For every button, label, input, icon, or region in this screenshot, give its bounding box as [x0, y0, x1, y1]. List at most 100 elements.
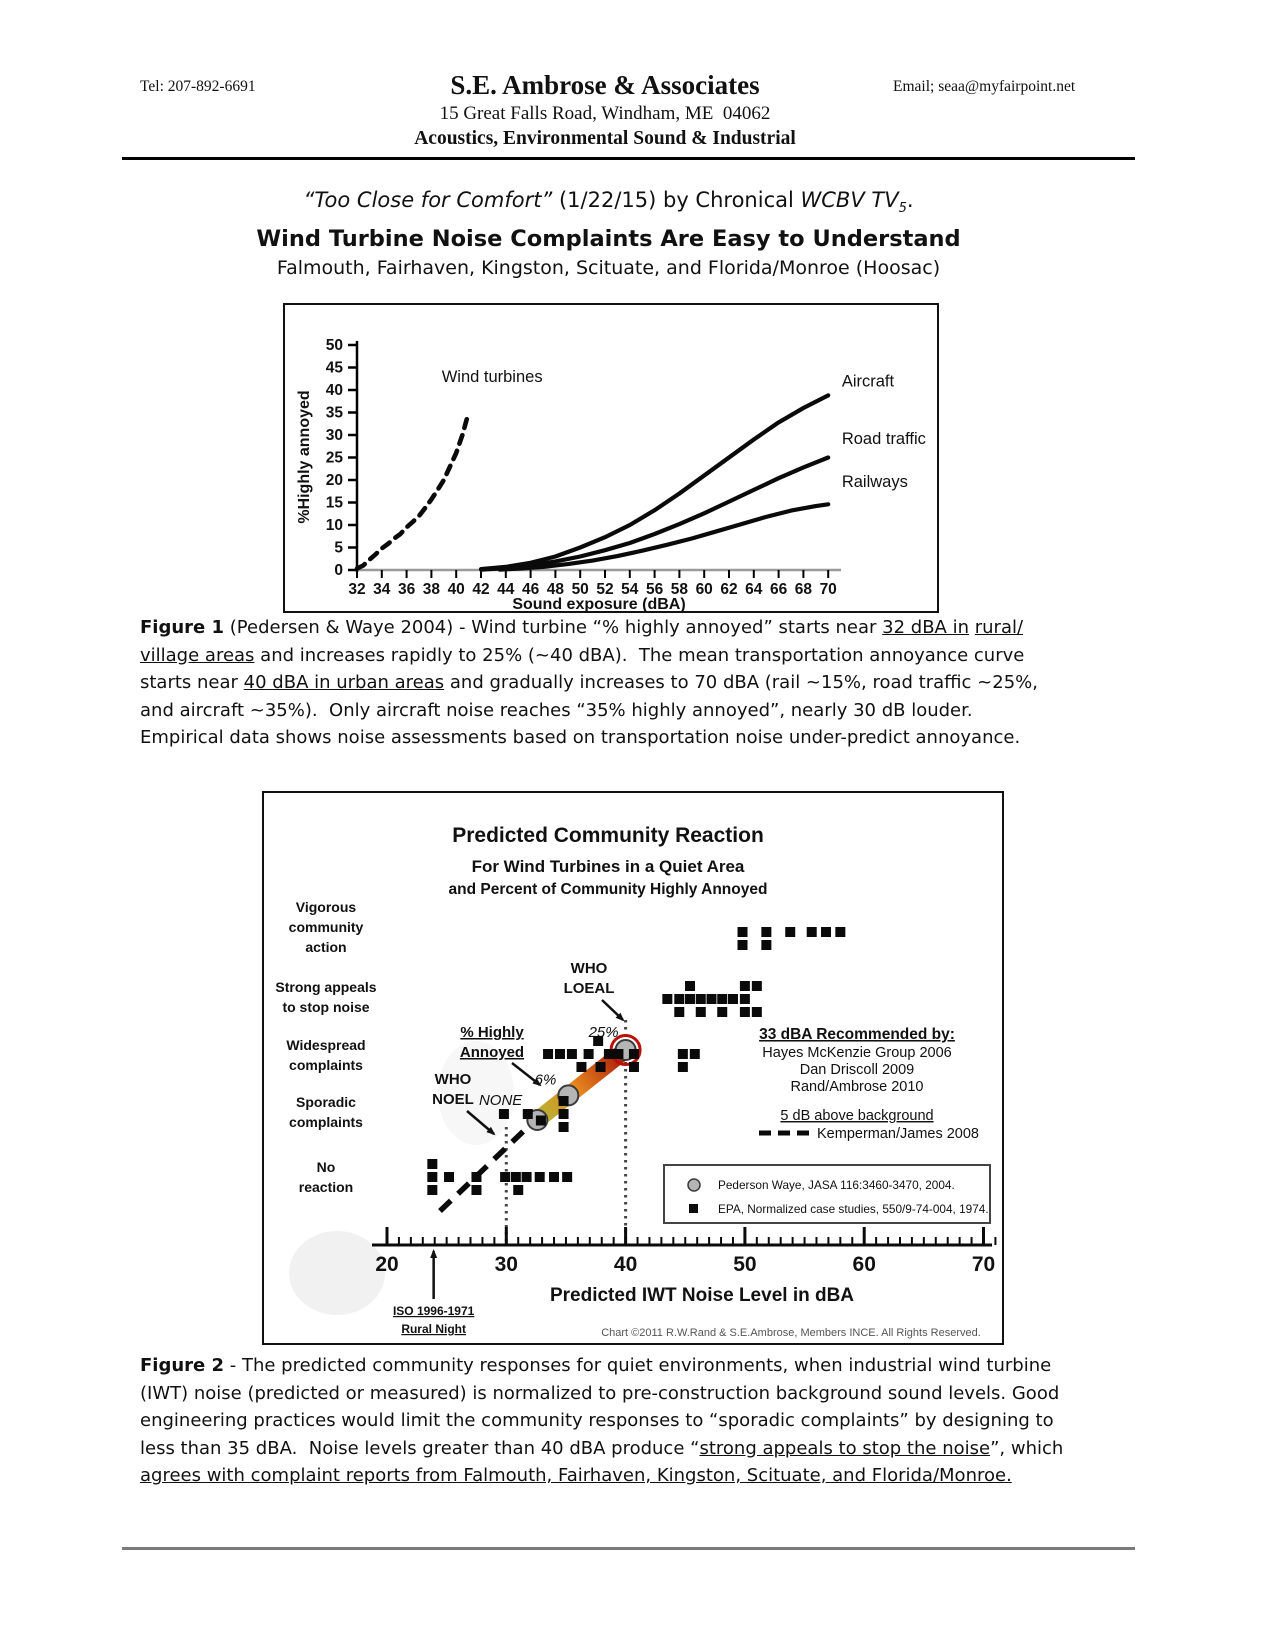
figure2-box: Predicted Community Reaction For Wind Tur…: [262, 791, 1004, 1345]
fig1-x-axis-title: Sound exposure (dBA): [512, 596, 685, 611]
text-segment: (1/22/15) by Chronical: [552, 188, 801, 212]
company-name: S.E. Ambrose & Associates: [450, 70, 760, 100]
fig1-y-tick-label: 5: [334, 540, 343, 557]
fig2-epa-point: [444, 1172, 455, 1182]
fig2-category-label: to stop noise: [282, 999, 369, 1015]
fig2-epa-point: [558, 1122, 569, 1132]
fig1-x-tick-label: 40: [448, 581, 465, 598]
fig2-epa-point: [685, 981, 696, 991]
company-tagline: Acoustics, Environmental Sound & Industr…: [414, 128, 796, 149]
article-subheading: Falmouth, Fairhaven, Kingston, Scituate,…: [276, 257, 941, 279]
fig1-y-tick-label: 50: [326, 337, 343, 354]
fig2-epa-point: [821, 927, 832, 937]
letterhead-email: Email; seaa@myfairpoint.net: [893, 78, 1076, 95]
fig1-x-tick-label: 56: [646, 581, 664, 598]
fig2-legend-label-1: Pederson Waye, JASA 116:3460-3470, 2004.: [718, 1178, 955, 1192]
text-segment: .: [906, 188, 914, 212]
fig1-x-tick-label: 66: [770, 581, 788, 598]
fig1-series-label: Road traffic: [842, 430, 926, 448]
fig1-series-aircraft: [478, 393, 831, 572]
fig2-epa-point: [761, 940, 772, 950]
fig2-annotation-arrow: [601, 999, 625, 1022]
fig2-subtitle2: and Percent of Community Highly Annoyed: [449, 881, 768, 898]
fig2-subtitle1: For Wind Turbines in a Quiet Area: [472, 857, 745, 876]
fig2-epa-point: [835, 927, 846, 937]
text-segment: (Pedersen & Waye 2004) - Wind turbine “%…: [224, 617, 883, 638]
fig2-legend-square-marker: [689, 1204, 698, 1213]
article-source-line: “Too Close for Comfort” (1/22/15) by Chr…: [122, 188, 1095, 216]
text-segment: 5: [898, 201, 907, 217]
text-segment: - The predicted community responses for …: [224, 1355, 1052, 1376]
fig1-x-tick-label: 44: [497, 581, 515, 598]
fig2-epa-point: [549, 1172, 560, 1182]
text-segment: Figure 2: [140, 1355, 225, 1376]
text-segment: engineering practices would limit the co…: [140, 1410, 1054, 1431]
fig2-epa-point: [695, 1007, 706, 1017]
fig1-x-tick-label: 50: [572, 581, 589, 598]
article-heading: Wind Turbine Noise Complaints Are Easy t…: [256, 226, 961, 252]
text-segment: strong appeals to stop the noise: [699, 1437, 991, 1459]
fig2-epa-point: [717, 994, 728, 1004]
letterhead-tel: Tel: 207-892-6691: [140, 78, 256, 95]
watermark: [289, 1231, 385, 1315]
text-segment: and increases rapidly to 25% (~40 dBA). …: [254, 644, 1025, 666]
fig2-pederson-annotation: 6%: [535, 1071, 557, 1088]
fig1-series-road-traffic: [478, 455, 831, 572]
fig2-epa-point: [554, 1049, 565, 1059]
fig2-epa-point: [806, 927, 817, 937]
text-segment: village areas: [140, 644, 255, 666]
fig2-pct-highly-annoyed: Annoyed: [460, 1044, 524, 1061]
fig1-x-tick-label: 54: [621, 581, 639, 598]
fig1-series-label: Aircraft: [842, 372, 895, 390]
fig2-category-label: action: [305, 939, 346, 955]
fig2-epa-point: [739, 981, 750, 991]
text-segment: less than 35 dBA. Noise levels greater t…: [140, 1437, 700, 1459]
fig2-category-label: community: [289, 919, 364, 935]
figure2-caption: Figure 2 - The predicted community respo…: [140, 1352, 1140, 1490]
fig2-x-tick-label: 60: [853, 1253, 876, 1276]
fig2-category-label: No: [317, 1159, 336, 1175]
letterhead-rule: [122, 157, 1135, 160]
fig2-category-label: complaints: [289, 1057, 363, 1073]
fig2-epa-point: [562, 1172, 573, 1182]
fig1-x-tick-label: 46: [522, 581, 540, 598]
fig2-epa-point: [689, 1049, 700, 1059]
fig2-epa-point: [717, 1007, 728, 1017]
fig1-y-tick-label: 35: [326, 405, 344, 422]
fig2-recommended-name: Dan Driscoll 2009: [800, 1062, 914, 1078]
fig2-epa-point: [628, 1049, 639, 1059]
fig2-epa-point: [751, 1007, 762, 1017]
fig2-epa-point: [761, 927, 772, 937]
fig2-epa-point: [558, 1096, 569, 1106]
fig2-pct-highly-annoyed: % Highly: [460, 1024, 524, 1041]
fig2-epa-point: [737, 927, 748, 937]
fig2-who-noel: WHO: [435, 1071, 472, 1088]
fig1-y-tick-label: 10: [326, 517, 343, 534]
fig2-category-label: Vigorous: [296, 899, 357, 915]
fig1-x-tick-label: 38: [423, 581, 441, 598]
fig2-category-label: Sporadic: [296, 1094, 356, 1110]
figure1-box: 0 5 10 15 20 25 30 35 40 45 50 32 34 36 38 40 42 44 46 48 50…: [283, 303, 939, 613]
fig2-category-label: Widespread: [286, 1037, 365, 1053]
text-segment: “Too Close for Comfort”: [303, 188, 553, 212]
fig1-x-tick-label: 52: [596, 581, 613, 598]
fig1-x-tick-label: 36: [398, 581, 416, 598]
fig1-x-tick-label: 60: [696, 581, 713, 598]
fig2-kemperman-label: Kemperman/James 2008: [817, 1126, 979, 1142]
footer-rule: [122, 1547, 1135, 1550]
company-address: 15 Great Falls Road, Windham, ME 04062: [439, 103, 771, 124]
fig2-epa-point: [695, 994, 706, 1004]
fig2-epa-point: [685, 994, 696, 1004]
fig2-epa-point: [521, 1172, 532, 1182]
fig1-y-tick-label: 40: [326, 382, 343, 399]
fig2-iso-label: ISO 1996-1971: [393, 1304, 475, 1318]
fig2-epa-point: [471, 1185, 482, 1195]
fig2-pederson-line: [528, 1041, 635, 1129]
fig1-series-label: Wind turbines: [442, 368, 543, 386]
fig1-y-tick-label: 15: [326, 495, 344, 512]
fig2-x-axis-title: Predicted IWT Noise Level in dBA: [550, 1285, 854, 1306]
fig2-title: Predicted Community Reaction: [452, 824, 764, 847]
fig2-epa-point: [427, 1172, 438, 1182]
fig2-recommended-title: 33 dBA Recommended by:: [759, 1026, 955, 1043]
fig1-y-axis-title: %Highly annoyed: [296, 390, 313, 523]
